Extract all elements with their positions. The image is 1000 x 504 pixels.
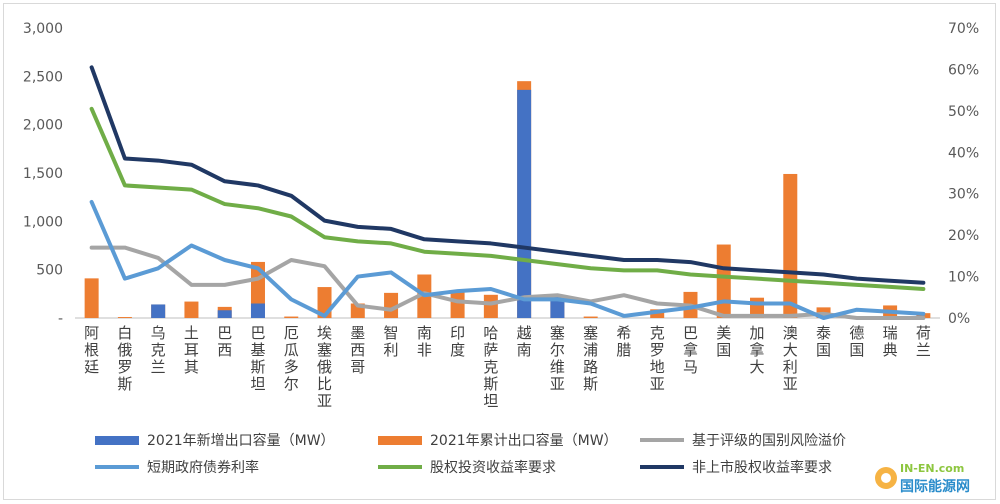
category-label: 越南: [517, 324, 532, 359]
category-label: 巴拿马: [683, 324, 698, 376]
category-label: 智利: [384, 324, 399, 359]
y-right-tick: 60%: [948, 62, 979, 78]
series-line-4: [89, 65, 926, 285]
category-label: 哈萨克斯坦: [483, 324, 498, 410]
category-label: 克罗地亚: [650, 324, 665, 393]
y-right-tick: 20%: [948, 228, 979, 244]
category-label: 塞浦路斯: [583, 324, 598, 393]
category-label: 阿根廷: [84, 324, 99, 376]
y-left-tick: 500: [36, 263, 63, 279]
bar-cumulative-capacity: [184, 301, 199, 318]
category-label: 美国: [716, 324, 731, 359]
chart-frame: [3, 3, 996, 500]
category-label: 澳大利亚: [783, 324, 798, 393]
bar-cumulative-capacity: [84, 278, 99, 318]
bar-new-capacity: [517, 89, 532, 318]
legend-item: 股权投资收益率要求: [378, 459, 556, 476]
watermark-logo-inner-icon: [881, 473, 891, 483]
legend-swatch: [95, 436, 139, 445]
legend-swatch: [378, 436, 422, 445]
y-left-tick: 2,500: [23, 69, 63, 85]
legend-item: 2021年累计出口容量（MW）: [378, 432, 618, 449]
y-left-tick: 1,500: [23, 166, 63, 182]
bar-cumulative-capacity: [483, 294, 498, 318]
category-label: 南非: [417, 324, 432, 359]
category-label: 土耳其: [184, 324, 199, 376]
watermark-domain: IN-EN.com: [900, 462, 964, 475]
series-line-2: [89, 200, 926, 320]
y-right-tick: 70%: [948, 21, 979, 37]
legend-label: 2021年新增出口容量（MW）: [147, 432, 335, 449]
y-right-tick: 10%: [948, 270, 979, 286]
category-label: 巴基斯坦: [250, 324, 265, 393]
y-left-tick: -: [58, 311, 63, 327]
category-label: 加拿大: [750, 324, 765, 376]
bar-cumulative-capacity: [450, 291, 465, 318]
category-label: 乌克兰: [151, 324, 166, 376]
y-right-tick: 40%: [948, 145, 979, 161]
y-left-tick: 3,000: [23, 21, 63, 37]
y-right-tick: 30%: [948, 187, 979, 203]
category-label: 巴西: [217, 324, 232, 359]
bar-cumulative-capacity: [716, 244, 731, 318]
y-right-tick: 50%: [948, 104, 979, 120]
bar-new-capacity: [151, 304, 166, 318]
y-left-tick: 1,000: [23, 214, 63, 230]
bar-new-capacity: [250, 303, 265, 318]
category-label: 德国: [849, 324, 864, 359]
category-label: 希腊: [616, 324, 631, 359]
legend-label: 非上市股权收益率要求: [692, 459, 832, 476]
category-label: 白俄罗斯: [117, 324, 132, 393]
watermark: IN-EN.com 国际能源网: [875, 462, 970, 495]
bar-cumulative-capacity: [284, 316, 299, 318]
bar-cumulative-capacity: [783, 173, 798, 318]
category-label: 泰国: [816, 324, 831, 359]
category-label: 印度: [450, 324, 465, 359]
bar-cumulative-capacity: [117, 317, 132, 318]
legend-item: 非上市股权收益率要求: [640, 459, 832, 476]
category-label: 厄瓜多尔: [284, 324, 299, 393]
legend-label: 短期政府债券利率: [147, 459, 259, 476]
bar-new-capacity: [217, 310, 232, 318]
category-label: 塞尔维亚: [550, 324, 565, 393]
y-left-tick: 2,000: [23, 118, 63, 134]
legend-item: 短期政府债券利率: [95, 459, 259, 476]
bar-cumulative-capacity: [583, 316, 598, 318]
category-label: 荷兰: [916, 324, 931, 359]
bar-cumulative-capacity: [384, 292, 399, 318]
y-right-tick: 0%: [948, 311, 970, 327]
legend-item: 基于评级的国别风险溢价: [640, 432, 846, 449]
category-label: 墨西哥: [350, 324, 365, 376]
legend-item: 2021年新增出口容量（MW）: [95, 432, 335, 449]
series-line-3: [89, 106, 926, 291]
legend-label: 2021年累计出口容量（MW）: [430, 432, 618, 449]
series-line-1: [89, 245, 926, 320]
watermark-name: 国际能源网: [900, 478, 970, 495]
legend-label: 基于评级的国别风险溢价: [692, 432, 846, 449]
category-label: 埃塞俄比亚: [317, 324, 332, 410]
legend-label: 股权投资收益率要求: [430, 459, 556, 476]
category-label: 瑞典: [883, 324, 898, 359]
